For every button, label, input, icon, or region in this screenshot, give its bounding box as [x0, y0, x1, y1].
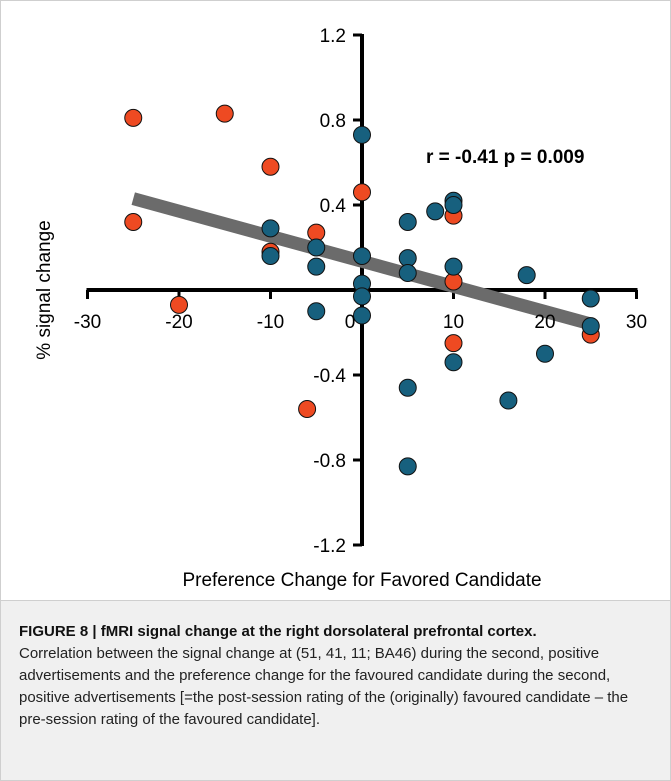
- data-point: [353, 247, 371, 265]
- scatter-chart: -30 -20 -10 0 10 20 30 1.2 0.8 0.4 -0.4 -0.8 -1.2 r =…: [34, 26, 647, 591]
- data-point: [170, 295, 188, 314]
- y-tick-label: 0.8: [320, 111, 346, 132]
- labels-layer: -30 -20 -10 0 10 20 30 1.2 0.8 0.4 -0.4 -0.8 -1.2 r =…: [34, 26, 647, 591]
- data-point: [398, 457, 417, 476]
- correlation-annotation: r = -0.41 p = 0.009: [426, 147, 584, 168]
- data-point: [499, 391, 518, 410]
- figure-caption: FIGURE 8 | fMRI signal change at the rig…: [0, 600, 671, 781]
- y-tick-label: 1.2: [320, 26, 346, 47]
- data-point: [581, 289, 600, 308]
- data-point: [261, 247, 280, 265]
- x-tick-label: -20: [165, 312, 192, 333]
- y-tick-label: 0.4: [320, 196, 347, 217]
- caption-body: Correlation between the signal change at…: [19, 645, 629, 728]
- y-tick-label: -0.4: [313, 366, 346, 387]
- x-tick-label: 0: [345, 312, 356, 333]
- data-point: [298, 400, 317, 418]
- x-tick-label: 20: [534, 312, 555, 333]
- y-axis-title: % signal change: [34, 220, 55, 359]
- data-point: [353, 287, 371, 306]
- data-point: [307, 302, 326, 321]
- data-point: [536, 344, 554, 363]
- data-point: [398, 378, 417, 397]
- data-point: [444, 196, 463, 214]
- x-tick-label: -10: [257, 312, 284, 333]
- data-point: [353, 183, 371, 202]
- data-point: [215, 104, 234, 123]
- data-point: [444, 353, 463, 372]
- data-point: [444, 257, 463, 276]
- data-point: [517, 266, 536, 285]
- data-point: [307, 238, 326, 257]
- data-point: [353, 125, 371, 144]
- data-point: [124, 213, 143, 231]
- points-layer: [124, 104, 600, 476]
- data-point: [426, 202, 445, 221]
- x-tick-label: 10: [443, 312, 464, 333]
- data-point: [261, 157, 280, 176]
- data-point: [444, 334, 463, 353]
- data-point: [261, 219, 280, 238]
- data-point: [581, 317, 600, 336]
- caption-title: FIGURE 8 | fMRI signal change at the rig…: [19, 623, 537, 640]
- data-point: [353, 306, 371, 325]
- figure-panel: -30 -20 -10 0 10 20 30 1.2 0.8 0.4 -0.4 -0.8 -1.2 r =…: [0, 0, 671, 600]
- y-tick-label: -0.8: [313, 451, 346, 472]
- data-point: [398, 213, 417, 231]
- data-point: [124, 108, 143, 127]
- data-point: [307, 257, 326, 276]
- x-tick-label: -30: [74, 312, 101, 333]
- data-point: [398, 264, 417, 282]
- x-tick-label: 30: [626, 312, 647, 333]
- y-tick-label: -1.2: [313, 536, 346, 557]
- x-axis-title: Preference Change for Favored Candidate: [182, 570, 541, 591]
